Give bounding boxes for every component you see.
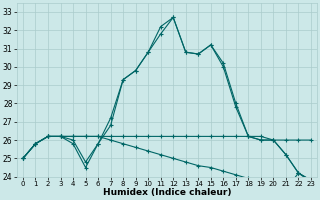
X-axis label: Humidex (Indice chaleur): Humidex (Indice chaleur) — [103, 188, 231, 197]
